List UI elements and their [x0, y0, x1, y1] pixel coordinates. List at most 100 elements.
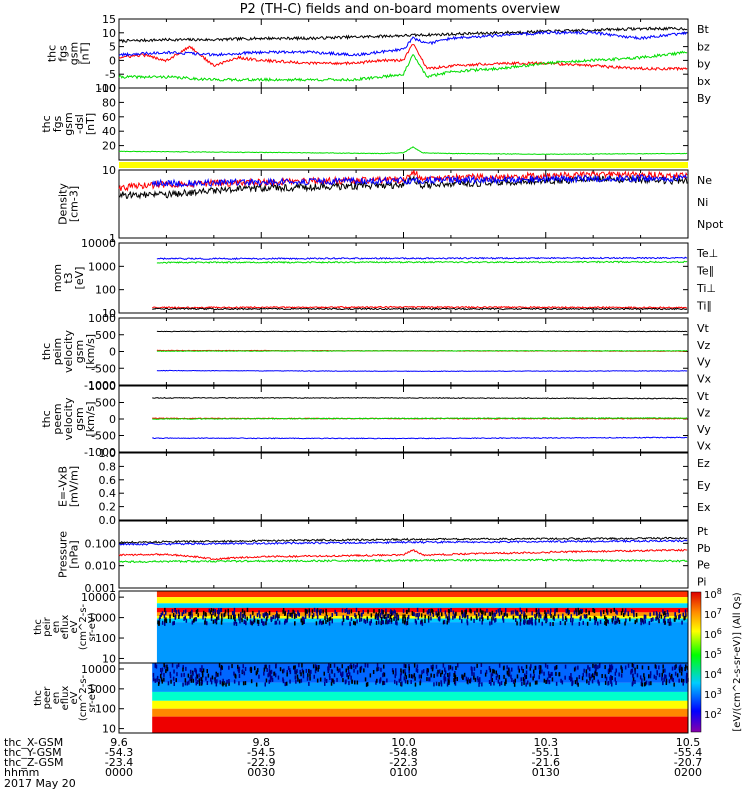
- spectrogram-pixel: [505, 608, 507, 613]
- spectrogram-pixel: [282, 669, 284, 674]
- spectrogram-band: [152, 700, 689, 709]
- spectrogram-pixel: [360, 612, 363, 617]
- spectrogram-pixel: [650, 681, 652, 686]
- spectrogram-pixel: [378, 620, 380, 625]
- spectrogram-pixel: [585, 669, 588, 674]
- spectrogram-pixel: [546, 679, 548, 684]
- spectrogram-pixel: [433, 682, 435, 687]
- spectrogram-pixel: [656, 615, 658, 620]
- spectrogram-pixel: [329, 663, 332, 668]
- spectrogram-pixel: [595, 667, 597, 672]
- spectrogram-pixel: [439, 669, 441, 674]
- spectrogram-pixel: [408, 608, 410, 613]
- spectrogram-pixel: [473, 618, 475, 623]
- spectrogram-pixel: [267, 673, 269, 678]
- spectrogram-pixel: [565, 617, 568, 622]
- spectrogram-pixel: [588, 610, 590, 615]
- spectrogram-pixel: [395, 671, 397, 676]
- spectrogram-pixel: [555, 681, 558, 686]
- spectrogram-pixel: [570, 618, 572, 623]
- spectrogram-pixel: [461, 611, 464, 616]
- spectrogram-pixel: [199, 667, 201, 672]
- spectrogram-pixel: [344, 680, 347, 685]
- spectrogram-pixel: [649, 674, 652, 679]
- spectrogram-pixel: [209, 610, 212, 615]
- spectrogram-pixel: [244, 681, 247, 686]
- spectrogram-pixel: [217, 611, 220, 616]
- spectrogram-pixel: [498, 612, 501, 617]
- spectrogram-pixel: [388, 614, 390, 618]
- spectrogram-pixel: [490, 681, 492, 686]
- spectrogram-pixel: [185, 666, 187, 671]
- spectrogram-pixel: [293, 665, 295, 670]
- spectrogram-pixel: [426, 671, 429, 676]
- spectrogram-pixel: [405, 664, 407, 669]
- spectrogram-pixel: [264, 682, 266, 687]
- spectrogram-pixel: [210, 608, 213, 613]
- spectrogram-pixel: [535, 616, 537, 621]
- spectrogram-pixel: [491, 620, 493, 625]
- spectrogram-pixel: [202, 668, 205, 673]
- colorbar-tick: 105: [704, 647, 722, 661]
- spectrogram-pixel: [295, 670, 297, 675]
- y-tick-label: 10: [102, 307, 116, 320]
- spectrogram-pixel: [403, 663, 405, 668]
- spectrogram-pixel: [225, 682, 227, 687]
- y-tick-label: 0.8: [99, 460, 117, 473]
- spectrogram-pixel: [308, 668, 310, 673]
- spectrogram-pixel: [157, 681, 160, 686]
- spectrogram-pixel: [315, 666, 317, 671]
- series-Vt: [156, 330, 688, 333]
- spectrogram-pixel: [382, 673, 384, 678]
- y-axis-label: [cm-3]: [68, 186, 81, 222]
- spectrogram-pixel: [420, 674, 422, 679]
- spectrogram-pixel: [648, 674, 650, 679]
- spectrogram-pixel: [545, 618, 547, 622]
- spectrogram-pixel: [289, 679, 291, 684]
- colorbar-tick: 104: [704, 667, 722, 681]
- spectrogram-pixel: [498, 675, 500, 679]
- spectrogram-pixel: [286, 615, 289, 620]
- spectrogram-pixel: [596, 672, 598, 677]
- spectrogram-pixel: [457, 663, 459, 668]
- spectrogram-pixel: [177, 663, 180, 668]
- spectrogram-pixel: [543, 616, 546, 621]
- spectrogram-pixel: [328, 621, 331, 626]
- spectrogram-pixel: [413, 612, 415, 617]
- spectrogram-pixel: [277, 675, 280, 680]
- spectrogram-pixel: [356, 680, 359, 685]
- spectrogram-pixel: [346, 673, 348, 678]
- spectrogram-pixel: [255, 671, 258, 676]
- y-axis-label: sr-eV): [87, 683, 98, 712]
- spectrogram-pixel: [195, 617, 197, 622]
- spectrogram-pixel: [221, 617, 223, 622]
- spectrogram-pixel: [547, 671, 550, 676]
- y-tick-label: 15: [102, 13, 116, 26]
- spectrogram-pixel: [308, 681, 310, 686]
- x-tick-label: 10.5: [676, 736, 701, 749]
- spectrogram-band: [156, 612, 688, 616]
- spectrogram-pixel: [686, 672, 688, 677]
- spectrogram-pixel: [629, 617, 631, 622]
- spectrogram-pixel: [643, 673, 645, 678]
- spectrogram-pixel: [545, 615, 548, 620]
- spectrogram-pixel: [402, 619, 404, 624]
- spectrogram-pixel: [335, 612, 338, 616]
- spectrogram-pixel: [242, 613, 245, 618]
- legend-Vt: Vt: [697, 390, 710, 403]
- spectrogram-pixel: [198, 678, 201, 683]
- spectrogram-pixel: [674, 612, 676, 617]
- spectrogram-pixel: [390, 618, 393, 622]
- spectrogram-pixel: [436, 672, 439, 677]
- spectrogram-pixel: [530, 620, 532, 625]
- spectrogram-pixel: [489, 612, 492, 617]
- spectrogram-pixel: [298, 679, 301, 684]
- spectrogram-pixel: [492, 668, 494, 673]
- spectrogram-pixel: [674, 671, 677, 676]
- spectrogram-pixel: [614, 615, 617, 620]
- spectrogram-pixel: [573, 667, 576, 672]
- spectrogram-pixel: [660, 614, 663, 619]
- spectrogram-pixel: [610, 675, 612, 679]
- spectrogram-pixel: [614, 620, 616, 625]
